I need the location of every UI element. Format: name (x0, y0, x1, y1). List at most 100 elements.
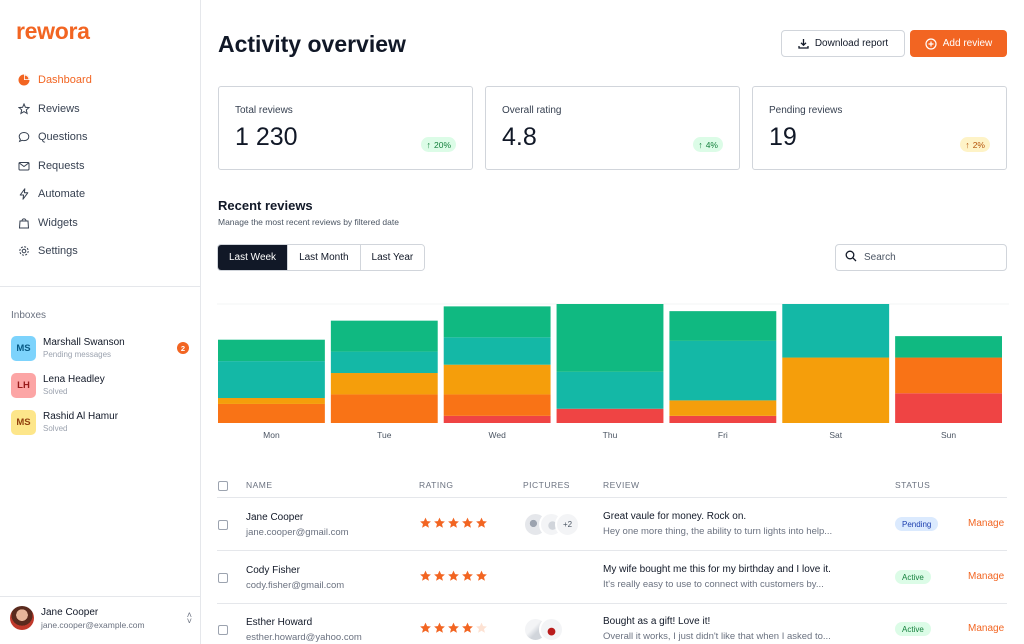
star-icon (462, 570, 473, 581)
chart-bar-segment (669, 400, 777, 416)
avatar: LH (11, 372, 36, 398)
sidebar-item-reviews[interactable]: Reviews (0, 95, 200, 124)
chart-bar-segment (669, 311, 777, 341)
more-pictures-count: +2 (555, 512, 580, 537)
avatar: MS (11, 335, 36, 361)
reviewer-email: cody.fisher@gmail.com (246, 580, 345, 591)
mail-icon (18, 160, 30, 172)
download-report-label: Download report (814, 38, 889, 49)
row-checkbox[interactable] (218, 625, 228, 635)
add-review-label: Add review (942, 38, 993, 49)
chart-bar-segment (218, 398, 325, 404)
stat-value: 1 230 (235, 123, 298, 151)
inbox-status: Solved (43, 424, 68, 433)
download-report-button[interactable]: Download report (781, 30, 905, 57)
star-icon (448, 517, 459, 528)
bolt-icon (18, 188, 30, 200)
stat-change-badge: ↑ 20% (421, 137, 456, 152)
star-rating (419, 622, 488, 634)
chart-bar-segment (218, 361, 325, 399)
tab-last-week[interactable]: Last Week (218, 245, 289, 270)
page-title: Activity overview (218, 31, 406, 57)
logo-text: rewora (16, 18, 90, 44)
inbox-item[interactable]: MS Rashid Al Hamur Solved (11, 407, 196, 437)
plus-circle-icon (925, 37, 937, 50)
table-row: Cody Fisher cody.fisher@gmail.com My wif… (217, 552, 1007, 604)
chart-bar-segment (218, 403, 325, 423)
shopping-bag-icon (18, 217, 30, 229)
pie-chart-icon (18, 74, 30, 86)
x-tick-label: Tue (377, 430, 392, 440)
chart-bar-segment (895, 393, 1002, 423)
manage-link[interactable]: Manage (968, 571, 1005, 582)
sidebar-item-label: Requests (38, 159, 85, 172)
stat-card-overall-rating: Overall rating 4.8 ↑ 4% (485, 86, 740, 170)
chart-bar-segment (330, 373, 438, 395)
sidebar-item-settings[interactable]: Settings (0, 237, 200, 266)
search-icon (845, 249, 857, 267)
sidebar-nav: Dashboard Reviews Questions Requests Aut… (0, 66, 200, 266)
manage-link[interactable]: Manage (968, 623, 1005, 634)
user-profile-menu[interactable]: Jane Cooper jane.cooper@example.com ˄ ˅ (10, 606, 192, 630)
tab-last-month[interactable]: Last Month (288, 245, 361, 270)
search-box[interactable] (835, 244, 1007, 271)
row-checkbox[interactable] (218, 573, 228, 583)
sidebar-item-automate[interactable]: Automate (0, 180, 200, 209)
star-icon (476, 622, 487, 633)
chart-bar-segment (443, 337, 551, 365)
chart-bar-segment (330, 320, 438, 352)
logo[interactable]: rewora (16, 18, 90, 45)
arrow-up-icon: ↑ (698, 139, 703, 150)
select-all-checkbox[interactable] (218, 481, 228, 491)
section-subtitle: Manage the most recent reviews by filter… (218, 217, 399, 227)
add-review-button[interactable]: Add review (910, 30, 1007, 57)
inbox-item[interactable]: LH Lena Headley Solved (11, 370, 196, 400)
sidebar-item-label: Dashboard (38, 74, 92, 87)
chevron-up-down-icon: ˄ ˅ (186, 610, 192, 626)
stat-card-total-reviews: Total reviews 1 230 ↑ 20% (218, 86, 473, 170)
sidebar-item-requests[interactable]: Requests (0, 152, 200, 181)
review-pictures[interactable] (523, 617, 564, 642)
row-checkbox[interactable] (218, 520, 228, 530)
chart-bar-segment (443, 394, 551, 416)
star-rating (419, 517, 488, 529)
inboxes-title: Inboxes (11, 310, 47, 321)
sidebar: rewora Dashboard Reviews Questions Reque… (0, 0, 201, 644)
arrow-up-icon: ↑ (965, 139, 970, 150)
chart-bar-segment (669, 340, 777, 401)
inbox-name: Lena Headley (43, 374, 105, 385)
profile-divider (0, 596, 200, 597)
search-input[interactable] (864, 252, 994, 263)
sidebar-item-dashboard[interactable]: Dashboard (0, 66, 200, 95)
table-row: Esther Howard esther.howard@yahoo.com Bo… (217, 604, 1007, 644)
star-icon (476, 517, 487, 528)
date-filter-tabs: Last Week Last Month Last Year (217, 244, 426, 271)
x-tick-label: Mon (263, 430, 280, 440)
chart-bar-segment (782, 304, 890, 358)
inbox-item[interactable]: MS Marshall Swanson Pending messages 2 (11, 333, 196, 363)
sidebar-item-label: Settings (38, 245, 78, 258)
manage-link[interactable]: Manage (968, 518, 1005, 529)
inbox-name: Marshall Swanson (43, 337, 125, 348)
stat-value: 19 (769, 123, 797, 151)
column-header-status: STATUS (895, 480, 931, 490)
star-icon (462, 622, 473, 633)
chart-bar-segment (556, 371, 664, 409)
stat-change-badge: ↑ 2% (960, 137, 990, 152)
inbox-name: Rashid Al Hamur (43, 411, 119, 422)
chart-bar-segment (556, 408, 664, 423)
tab-last-year[interactable]: Last Year (360, 245, 425, 270)
star-icon (476, 570, 487, 581)
stat-value: 4.8 (502, 123, 537, 151)
reviews-stacked-bar-chart: Mon Tue Wed Thu Fri Sat Sun (217, 303, 1009, 440)
star-rating (419, 570, 488, 582)
stat-label: Total reviews (235, 105, 293, 116)
sidebar-item-widgets[interactable]: Widgets (0, 209, 200, 238)
status-badge: Active (895, 570, 931, 584)
star-icon (420, 622, 431, 633)
avatar (10, 606, 34, 630)
review-pictures[interactable]: +2 (523, 512, 580, 537)
arrow-up-icon: ↑ (426, 139, 431, 150)
reviewer-email: jane.cooper@gmail.com (246, 527, 349, 538)
sidebar-item-questions[interactable]: Questions (0, 123, 200, 152)
